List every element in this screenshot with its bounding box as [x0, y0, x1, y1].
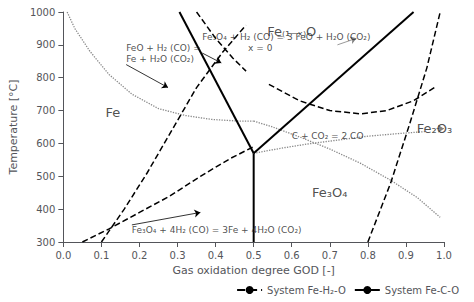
svg-text:700: 700 — [36, 105, 55, 116]
svg-text:x = 0: x = 0 — [202, 43, 272, 53]
svg-text:Gas oxidation degree GOD [-]: Gas oxidation degree GOD [-] — [172, 264, 335, 277]
svg-text:0.3: 0.3 — [170, 250, 186, 261]
svg-text:1.0: 1.0 — [436, 250, 452, 261]
svg-text:Fe: Fe — [105, 105, 120, 120]
svg-text:1000: 1000 — [30, 7, 55, 18]
svg-text:0.8: 0.8 — [360, 250, 376, 261]
svg-text:600: 600 — [36, 138, 55, 149]
svg-text:Fe + H₂O (CO₂): Fe + H₂O (CO₂) — [126, 54, 194, 64]
svg-text:800: 800 — [36, 72, 55, 83]
svg-text:0.6: 0.6 — [284, 250, 300, 261]
svg-text:500: 500 — [36, 171, 55, 182]
svg-text:0.2: 0.2 — [132, 250, 148, 261]
svg-text:C + CO₂ = 2 CO: C + CO₂ = 2 CO — [292, 131, 364, 141]
svg-text:0.1: 0.1 — [93, 250, 109, 261]
svg-text:Temperature [°C]: Temperature [°C] — [7, 80, 20, 176]
svg-text:Fe₃O₄: Fe₃O₄ — [312, 185, 347, 200]
svg-text:Fe₃O₄ + H₂ (CO) = 3 FeO + H₂O: Fe₃O₄ + H₂ (CO) = 3 FeO + H₂O (CO₂) — [202, 32, 370, 42]
svg-text:Fe₂O₃: Fe₂O₃ — [417, 121, 452, 136]
svg-text:FeO + H₂ (CO) =: FeO + H₂ (CO) = — [126, 43, 201, 53]
svg-text:System Fe-C-O: System Fe-C-O — [385, 285, 459, 296]
svg-text:Fe₃O₄ + 4H₂ (CO) = 3Fe + 4H₂O: Fe₃O₄ + 4H₂ (CO) = 3Fe + 4H₂O (CO₂) — [132, 225, 302, 235]
svg-text:900: 900 — [36, 39, 55, 50]
svg-text:300: 300 — [36, 237, 55, 248]
svg-text:0.7: 0.7 — [322, 250, 338, 261]
svg-text:0.4: 0.4 — [208, 250, 224, 261]
svg-text:0.5: 0.5 — [246, 250, 262, 261]
svg-text:0.0: 0.0 — [55, 250, 71, 261]
svg-text:400: 400 — [36, 204, 55, 215]
svg-text:0.9: 0.9 — [398, 250, 414, 261]
svg-text:System Fe-H₂-O: System Fe-H₂-O — [267, 285, 346, 296]
